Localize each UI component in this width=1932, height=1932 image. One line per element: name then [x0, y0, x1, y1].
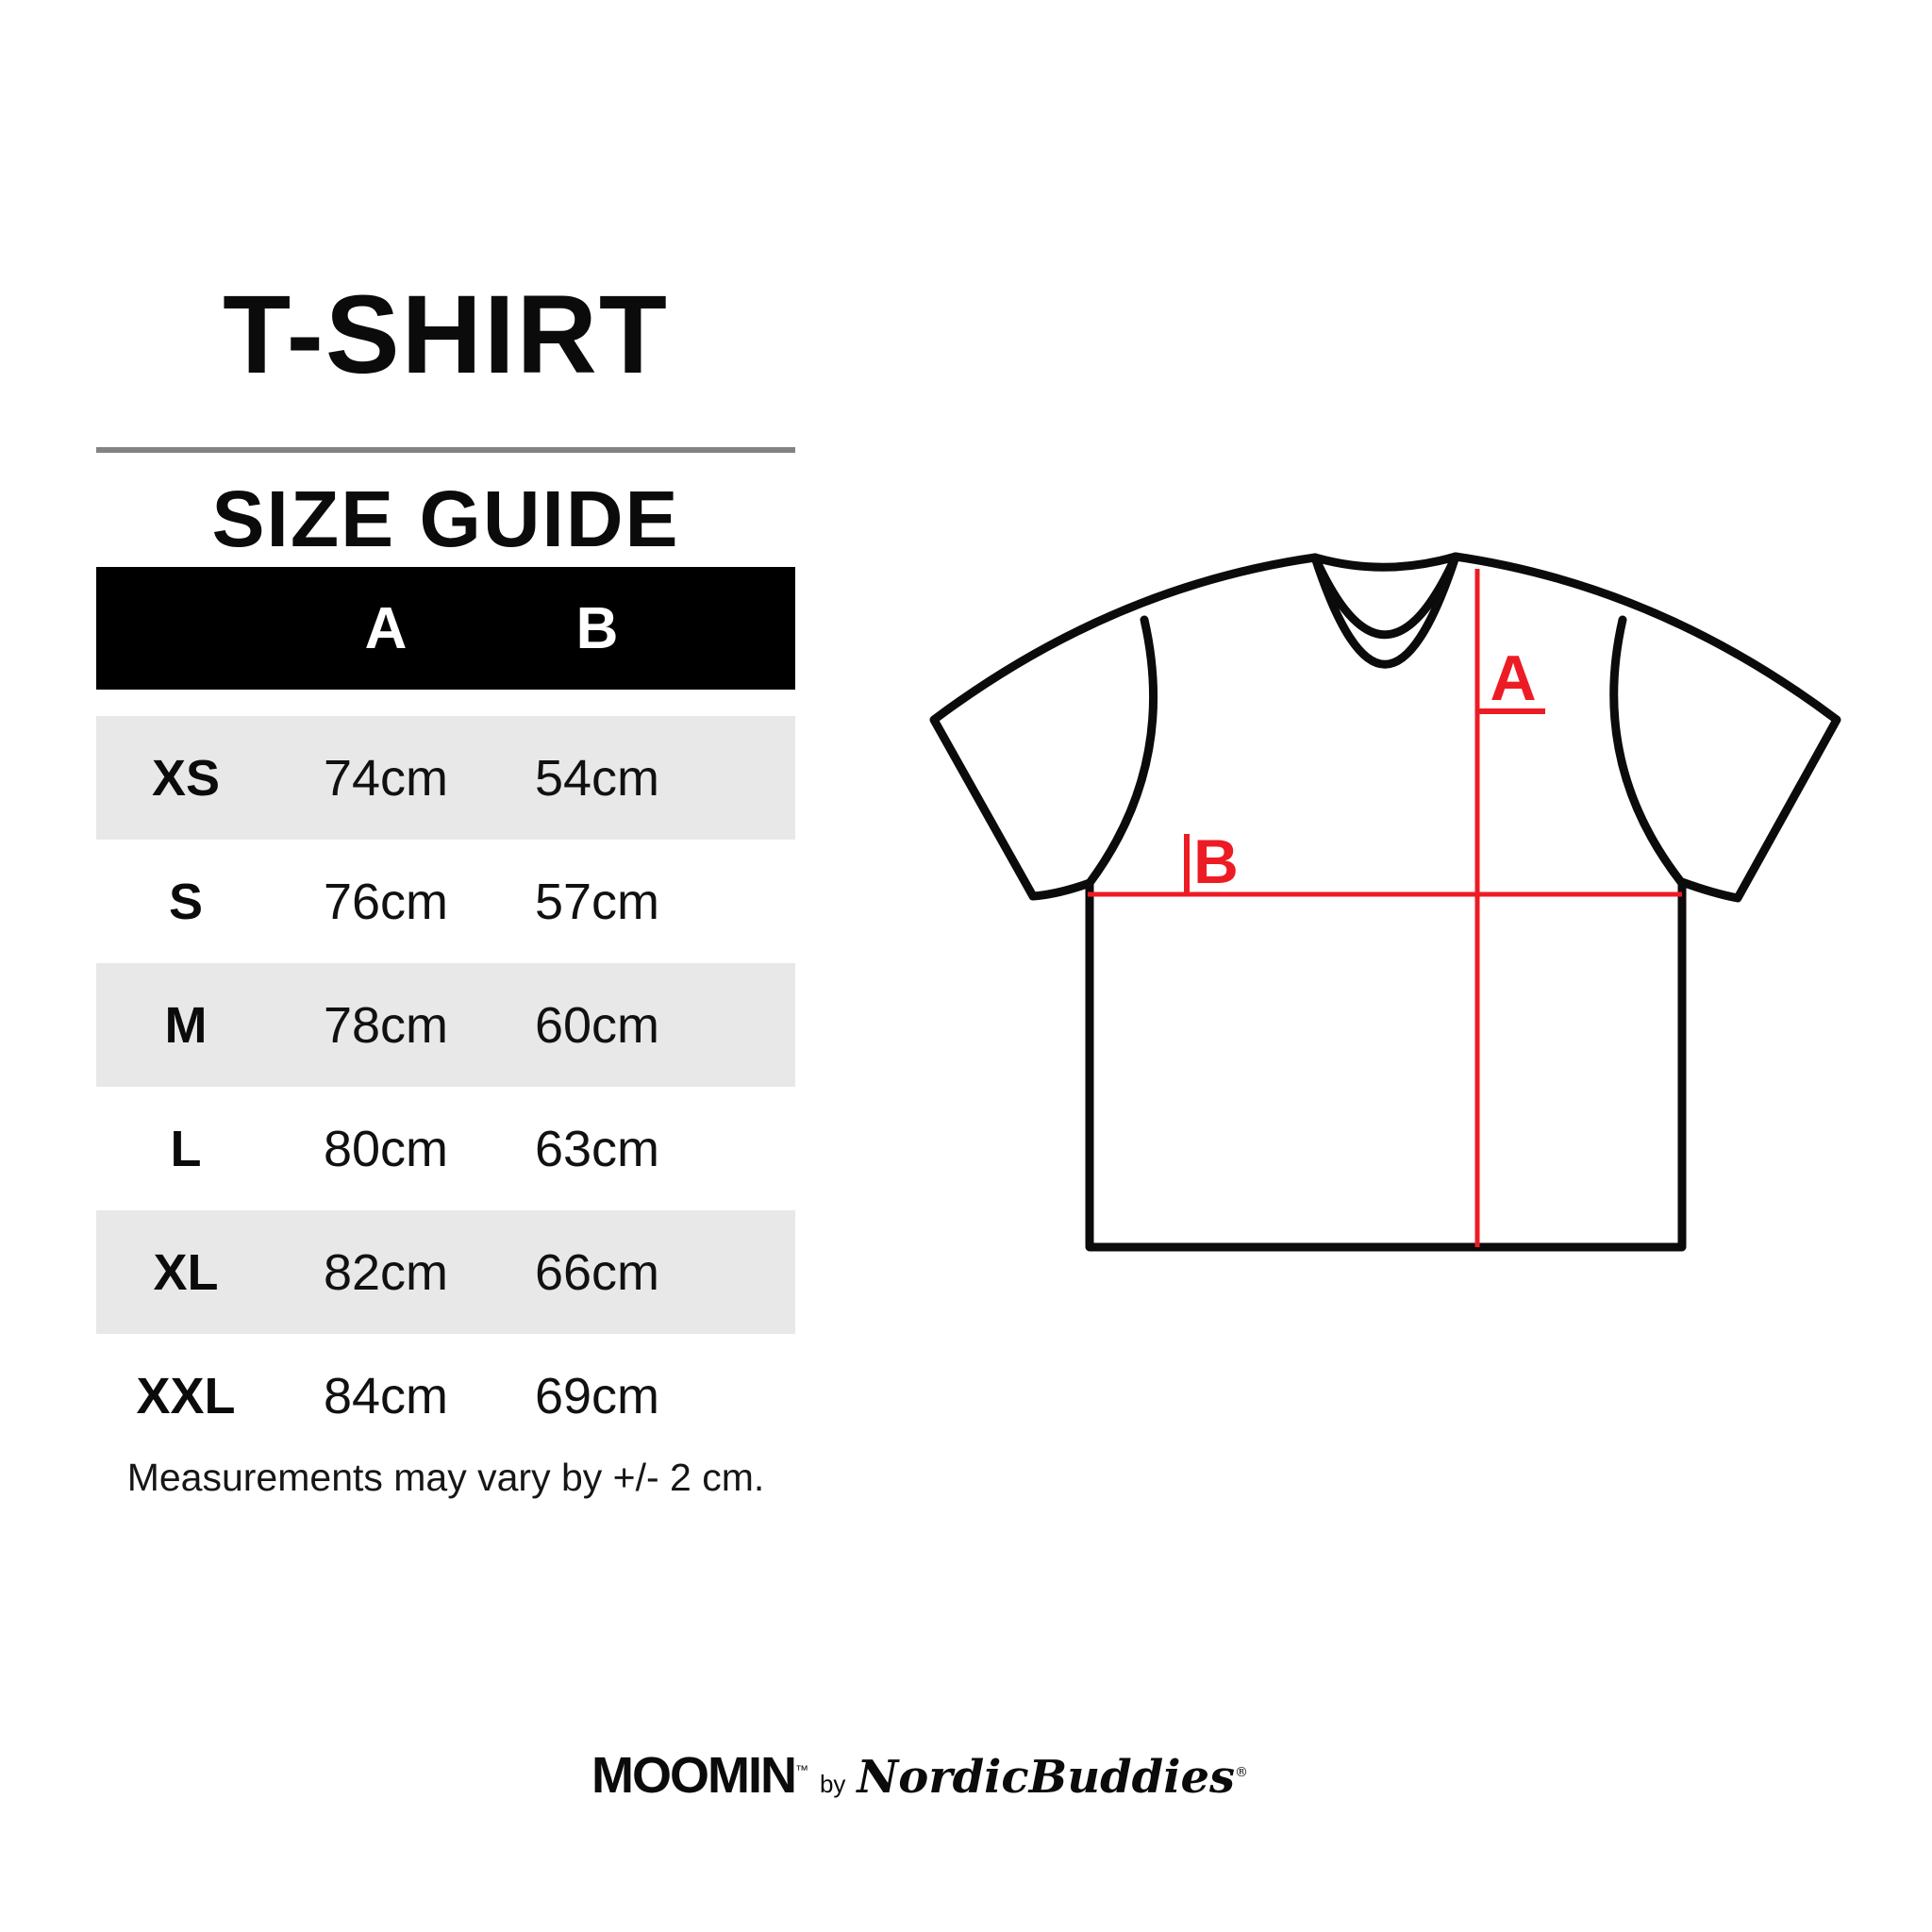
- table-header-row: A B: [96, 567, 795, 690]
- page-title: T-SHIRT: [223, 273, 669, 397]
- brand-logo: MOOMIN™ by NordicBuddies®: [591, 1746, 1248, 1805]
- title-block: T-SHIRT: [96, 279, 795, 391]
- table-row: M 78cm 60cm: [96, 963, 795, 1087]
- trademark-symbol: ™: [794, 1762, 808, 1777]
- value-b-cell: 69cm: [534, 1367, 660, 1424]
- nordicbuddies-wordmark: NordicBuddies®: [857, 1751, 1249, 1804]
- right-armhole-seam-line: [1609, 615, 1686, 887]
- value-b-cell: 54cm: [534, 749, 660, 807]
- value-b-cell: 60cm: [534, 996, 660, 1054]
- table-row: L 80cm 63cm: [96, 1087, 795, 1210]
- size-cell: XS: [151, 749, 221, 807]
- size-cell: L: [170, 1120, 202, 1177]
- value-a-cell: 84cm: [323, 1367, 449, 1424]
- size-note: Measurements may vary by +/- 2 cm.: [126, 1456, 765, 1499]
- value-a-cell: 76cm: [323, 873, 449, 930]
- measure-label-b: B: [1193, 826, 1239, 896]
- note-block: Measurements may vary by +/- 2 cm.: [96, 1456, 795, 1500]
- table-row: XS 74cm 54cm: [96, 716, 795, 840]
- table-row: XL 82cm 66cm: [96, 1210, 795, 1334]
- registered-symbol: ®: [1235, 1765, 1249, 1780]
- column-header-b: B: [575, 595, 619, 661]
- value-a-cell: 74cm: [323, 749, 449, 807]
- size-cell: S: [168, 873, 204, 930]
- by-label: by: [819, 1770, 846, 1798]
- column-header-a: A: [364, 595, 408, 661]
- table-row: S 76cm 57cm: [96, 840, 795, 963]
- value-b-cell: 63cm: [534, 1120, 660, 1177]
- size-cell: XXL: [136, 1367, 236, 1424]
- page-subtitle: SIZE GUIDE: [211, 475, 680, 563]
- title-divider: [96, 447, 795, 453]
- value-b-cell: 57cm: [534, 873, 660, 930]
- subtitle-block: SIZE GUIDE: [96, 479, 795, 558]
- table-row: XXL 84cm 69cm: [96, 1334, 795, 1457]
- measure-label-a: A: [1490, 642, 1536, 714]
- value-a-cell: 78cm: [323, 996, 449, 1054]
- value-b-cell: 66cm: [534, 1243, 660, 1301]
- value-a-cell: 82cm: [323, 1243, 449, 1301]
- size-cell: M: [164, 996, 208, 1054]
- moomin-wordmark: MOOMIN™: [591, 1747, 808, 1804]
- left-armhole-seam-line: [1085, 615, 1158, 888]
- value-a-cell: 80cm: [323, 1120, 449, 1177]
- collar-outer-line: [1310, 552, 1460, 640]
- size-cell: XL: [153, 1243, 219, 1301]
- collar-inner-line: [1310, 552, 1460, 669]
